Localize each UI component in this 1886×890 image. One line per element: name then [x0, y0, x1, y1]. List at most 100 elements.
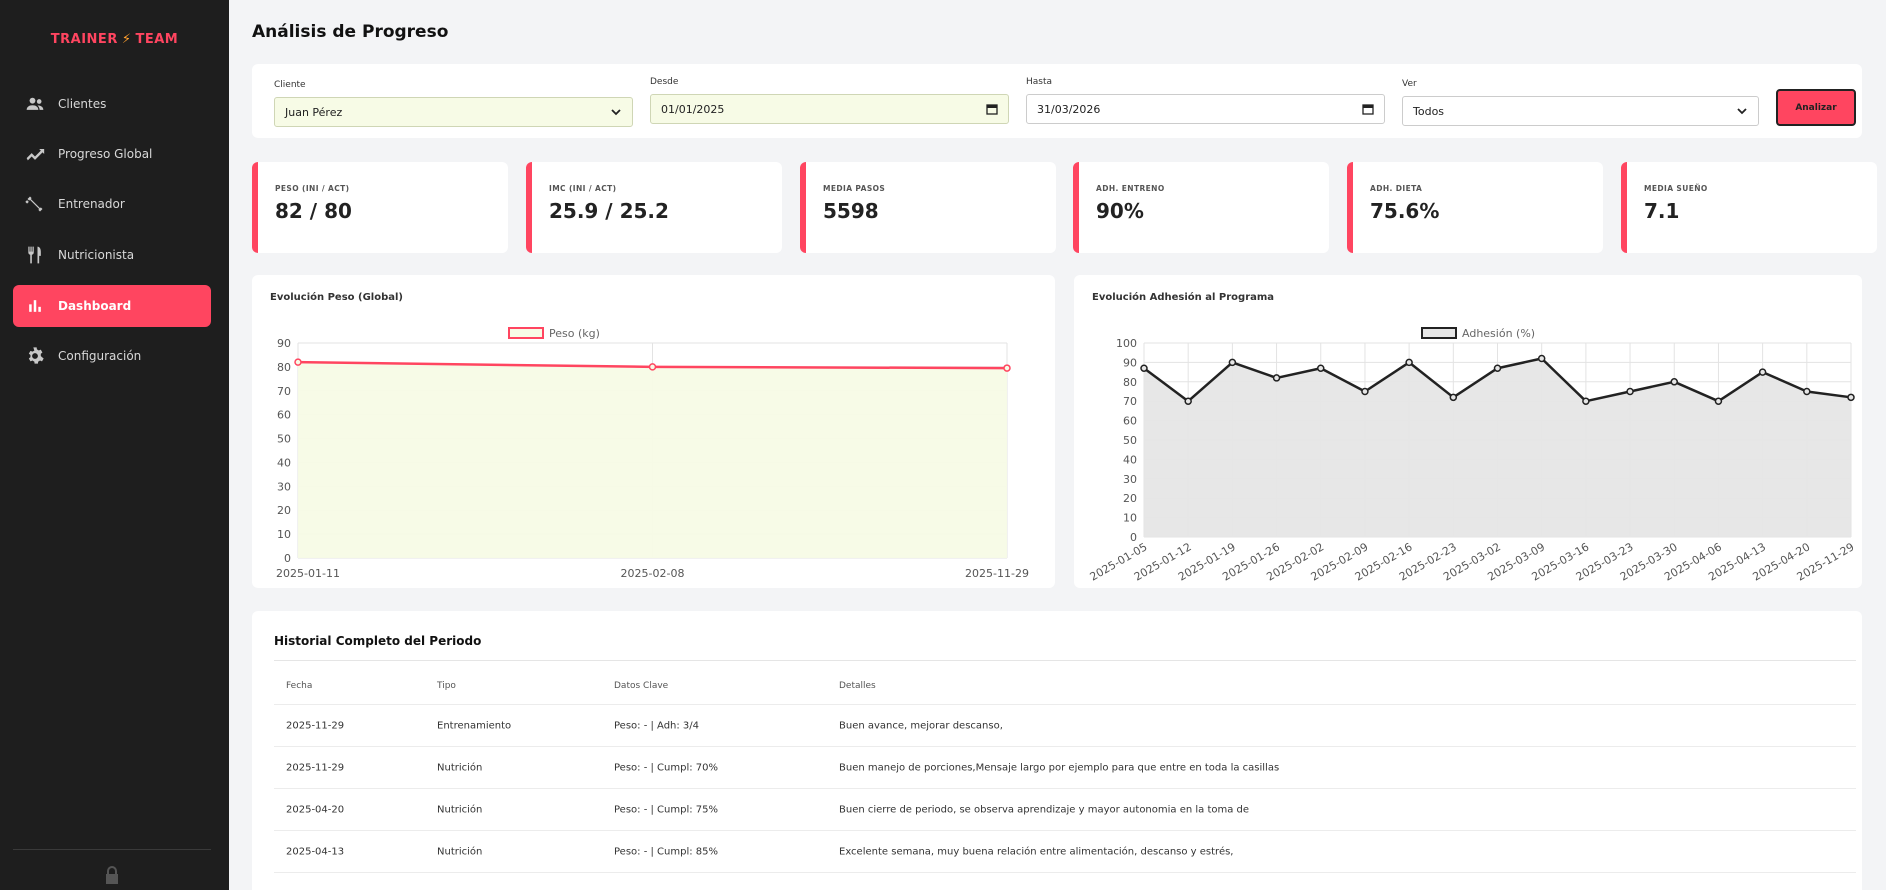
chevron-down-icon [611, 109, 621, 116]
sidebar-item-clientes[interactable]: Clientes [13, 83, 211, 125]
peso-chart-card: Evolución Peso (Global) Peso (kg) 0 10 20 30… [252, 275, 1055, 588]
data-point[interactable] [1493, 364, 1502, 372]
column-header-datos-clave: Datos Clave [614, 680, 669, 691]
kpi-value: 5598 [823, 199, 879, 223]
y-tick-label: 10 [1123, 512, 1137, 525]
kpi-card-adh-entreno: ADH. ENTRENO 90% [1073, 162, 1329, 253]
cell-detalles: Buen avance, mejorar descanso, [839, 720, 1003, 731]
cell-datos-clave: Peso: - | Cumpl: 85% [614, 846, 718, 857]
data-point[interactable] [1184, 397, 1192, 405]
calendar-icon[interactable] [986, 103, 998, 115]
data-point[interactable] [1405, 358, 1413, 367]
kpi-label: MEDIA PASOS [823, 184, 886, 193]
chart-legend[interactable]: Peso (kg) [508, 327, 600, 340]
calendar-icon[interactable] [1362, 103, 1374, 115]
y-tick-label: 90 [277, 337, 291, 350]
ver-filter: Ver Todos [1402, 79, 1759, 126]
hasta-date-input[interactable]: 31/03/2026 [1026, 94, 1385, 124]
kpi-card-peso: PESO (INI / ACT) 82 / 80 [252, 162, 508, 253]
data-point[interactable] [1228, 358, 1237, 367]
adhesion-chart-card: Evolución Adhesión al Programa Adhesión … [1074, 275, 1862, 588]
cell-detalles: Buen cierre de periodo, se observa apren… [839, 804, 1250, 815]
dumbbell-icon [24, 193, 46, 215]
column-header-tipo: Tipo [437, 680, 456, 691]
chart-title: Evolución Adhesión al Programa [1092, 292, 1275, 303]
data-point[interactable] [1003, 364, 1011, 372]
cliente-label: Cliente [274, 80, 306, 90]
sidebar-item-label: Configuración [58, 349, 142, 363]
data-point[interactable] [1626, 387, 1634, 396]
table-row[interactable]: 2025-11-29 Entrenamiento Peso: - | Adh: … [274, 705, 1856, 747]
y-tick-label: 70 [1123, 395, 1137, 408]
cell-datos-clave: Peso: - | Cumpl: 75% [614, 804, 718, 815]
table-header-row: Fecha Tipo Datos Clave Detalles [274, 667, 1856, 705]
sidebar-item-entrenador[interactable]: Entrenador [13, 183, 211, 225]
app-logo[interactable]: TRAINER ⚡ TEAM [0, 32, 229, 47]
analizar-button[interactable]: Analizar [1776, 89, 1856, 126]
gear-icon [24, 345, 46, 367]
legend-label: Adhesión (%) [1462, 327, 1535, 340]
table-row[interactable]: 2025-04-13 Nutrición Peso: - | Cumpl: 85… [274, 831, 1856, 873]
peso-chart: Peso (kg) 0 10 20 30 40 50 60 70 80 90 2025-01-11 20… [276, 327, 1029, 580]
filters-panel: Cliente Juan Pérez Desde 01/01/2025 Hast… [252, 64, 1862, 138]
x-tick-label: 2025-01-11 [276, 567, 340, 580]
y-tick-label: 80 [1123, 376, 1137, 389]
column-header-fecha: Fecha [286, 680, 313, 691]
cell-fecha: 2025-04-13 [286, 846, 345, 857]
data-point[interactable] [1670, 378, 1678, 386]
kpi-card-adh-dieta: ADH. DIETA 75.6% [1347, 162, 1603, 253]
ver-label: Ver [1402, 79, 1417, 89]
sidebar-item-label: Clientes [58, 97, 107, 111]
desde-date-input[interactable]: 01/01/2025 [650, 94, 1009, 124]
legend-swatch [1421, 327, 1457, 339]
cell-datos-clave: Peso: - | Adh: 3/4 [614, 720, 700, 731]
data-point[interactable] [1758, 368, 1767, 376]
logo-text-right: TEAM [135, 32, 179, 47]
sidebar-item-dashboard[interactable]: Dashboard [13, 285, 211, 327]
data-point[interactable] [294, 358, 302, 366]
desde-filter: Desde 01/01/2025 [650, 77, 1009, 124]
chart-legend[interactable]: Adhesión (%) [1421, 327, 1535, 340]
logo-text-left: TRAINER [50, 32, 118, 47]
kpi-label: PESO (INI / ACT) [275, 184, 350, 193]
y-tick-label: 20 [1123, 492, 1137, 505]
kpi-card-media-pasos: MEDIA PASOS 5598 [800, 162, 1056, 253]
data-point[interactable] [1272, 374, 1281, 382]
table-row[interactable]: 2025-04-20 Nutrición Peso: - | Cumpl: 75… [274, 789, 1856, 831]
bar-chart-icon [24, 295, 46, 317]
cell-fecha: 2025-11-29 [286, 720, 345, 731]
x-tick-label: 2025-11-29 [965, 567, 1029, 580]
sidebar-item-label: Dashboard [58, 299, 132, 313]
data-point[interactable] [1537, 354, 1546, 363]
data-point[interactable] [1847, 393, 1855, 402]
legend-label: Peso (kg) [549, 327, 600, 340]
data-point[interactable] [1140, 364, 1148, 372]
series-area [1144, 358, 1851, 537]
data-point[interactable] [648, 363, 657, 371]
sidebar-item-configuracion[interactable]: Configuración [13, 335, 211, 377]
cell-tipo: Nutrición [437, 762, 483, 773]
cell-tipo: Nutrición [437, 804, 483, 815]
y-tick-label: 0 [284, 552, 291, 565]
data-point[interactable] [1803, 387, 1811, 396]
data-point[interactable] [1582, 397, 1590, 405]
lock-icon[interactable] [104, 866, 120, 884]
sidebar-item-nutricionista[interactable]: Nutricionista [13, 234, 211, 276]
y-tick-label: 40 [277, 456, 291, 469]
data-point[interactable] [1449, 393, 1458, 402]
kpi-value: 82 / 80 [275, 199, 352, 223]
ver-select[interactable]: Todos [1402, 96, 1759, 126]
y-tick-label: 90 [1123, 356, 1137, 369]
y-tick-label: 0 [1130, 531, 1137, 544]
sidebar-item-label: Nutricionista [58, 248, 135, 262]
sidebar: TRAINER ⚡ TEAM Clientes Progreso Global En… [0, 0, 229, 890]
utensils-icon [24, 244, 46, 266]
cliente-select[interactable]: Juan Pérez [274, 97, 633, 127]
chevron-down-icon [1737, 108, 1747, 115]
y-tick-label: 70 [277, 385, 291, 398]
data-point[interactable] [1317, 364, 1325, 372]
data-point[interactable] [1361, 387, 1369, 396]
data-point[interactable] [1714, 397, 1723, 405]
sidebar-item-progreso-global[interactable]: Progreso Global [13, 133, 211, 175]
table-row[interactable]: 2025-11-29 Nutrición Peso: - | Cumpl: 70… [274, 747, 1856, 789]
